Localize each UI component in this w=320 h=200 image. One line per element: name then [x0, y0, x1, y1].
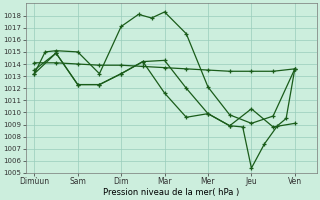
X-axis label: Pression niveau de la mer( hPa ): Pression niveau de la mer( hPa ) [103, 188, 239, 197]
